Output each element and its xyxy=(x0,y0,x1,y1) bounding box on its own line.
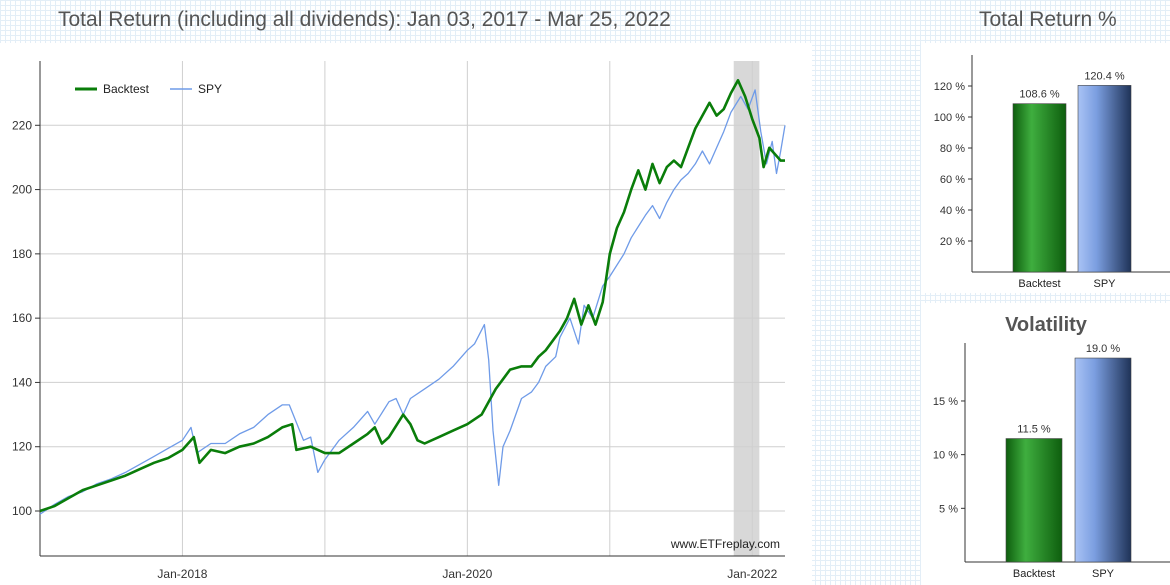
volatility-bar-panel: Volatility 5 % 10 % 15 % 11.5 % Backtest 19.0 … xyxy=(921,303,1170,585)
bar-category-label: SPY xyxy=(1093,278,1116,290)
bar-spy xyxy=(1077,85,1132,273)
y-tick-label: 220 xyxy=(12,118,32,132)
y-tick-label: 100 xyxy=(12,504,32,518)
bar-y-tick-label: 60 % xyxy=(940,174,965,186)
series-line-spy xyxy=(39,89,786,515)
bar-y-tick-label: 100 % xyxy=(934,112,965,124)
watermark: www.ETFreplay.com xyxy=(670,537,780,551)
bar-y-tick-label: 120 % xyxy=(934,81,965,93)
bar-category-label: SPY xyxy=(1092,568,1115,580)
y-tick-label: 200 xyxy=(12,183,32,197)
bar-y-tick-label: 5 % xyxy=(939,503,958,515)
bar-backtest xyxy=(1012,103,1067,273)
legend-label: Backtest xyxy=(103,82,150,96)
series-line-backtest xyxy=(39,79,785,513)
x-tick-label: Jan-2022 xyxy=(727,567,777,581)
volatility-title: Volatility xyxy=(1005,314,1088,336)
legend-label: SPY xyxy=(198,82,222,96)
volatility-bar-chart: Volatility 5 % 10 % 15 % 11.5 % Backtest 19.0 … xyxy=(933,314,1170,580)
bar-category-label: Backtest xyxy=(1018,278,1060,290)
y-tick-label: 140 xyxy=(12,375,32,389)
bar-value-label: 120.4 % xyxy=(1084,70,1125,82)
chart-title: Total Return (including all dividends): … xyxy=(58,8,671,31)
total-return-bar-chart: 20 % 40 % 60 % 80 % 100 % 120 % 108.6 % Backtes… xyxy=(934,55,1170,290)
bar-y-tick-label: 40 % xyxy=(940,205,965,217)
y-tick-label: 160 xyxy=(12,311,32,325)
bar-spy xyxy=(1074,357,1132,563)
bar-y-tick-label: 15 % xyxy=(933,396,958,408)
y-tick-label: 180 xyxy=(12,247,32,261)
bar-y-tick-label: 10 % xyxy=(933,450,958,462)
bar-category-label: Backtest xyxy=(1013,568,1055,580)
x-tick-label: Jan-2018 xyxy=(157,567,207,581)
bar-value-label: 19.0 % xyxy=(1086,343,1120,355)
side-chart-title: Total Return % xyxy=(979,8,1117,31)
total-return-line-chart: 100 120 140 160 180 200 220 Jan-2018 Jan-2020 Jan… xyxy=(12,61,786,581)
bar-value-label: 11.5 % xyxy=(1017,424,1051,436)
total-return-chart-panel: 100 120 140 160 180 200 220 Jan-2018 Jan-2020 Jan… xyxy=(0,43,812,585)
x-tick-label: Jan-2020 xyxy=(442,567,492,581)
bar-value-label: 108.6 % xyxy=(1019,89,1060,101)
y-tick-label: 120 xyxy=(12,440,32,454)
total-return-bar-panel: 20 % 40 % 60 % 80 % 100 % 120 % 108.6 % Backtes… xyxy=(921,43,1170,293)
bar-y-tick-label: 80 % xyxy=(940,143,965,155)
bar-y-tick-label: 20 % xyxy=(940,236,965,248)
highlight-band xyxy=(733,61,760,556)
bar-backtest xyxy=(1005,438,1063,563)
